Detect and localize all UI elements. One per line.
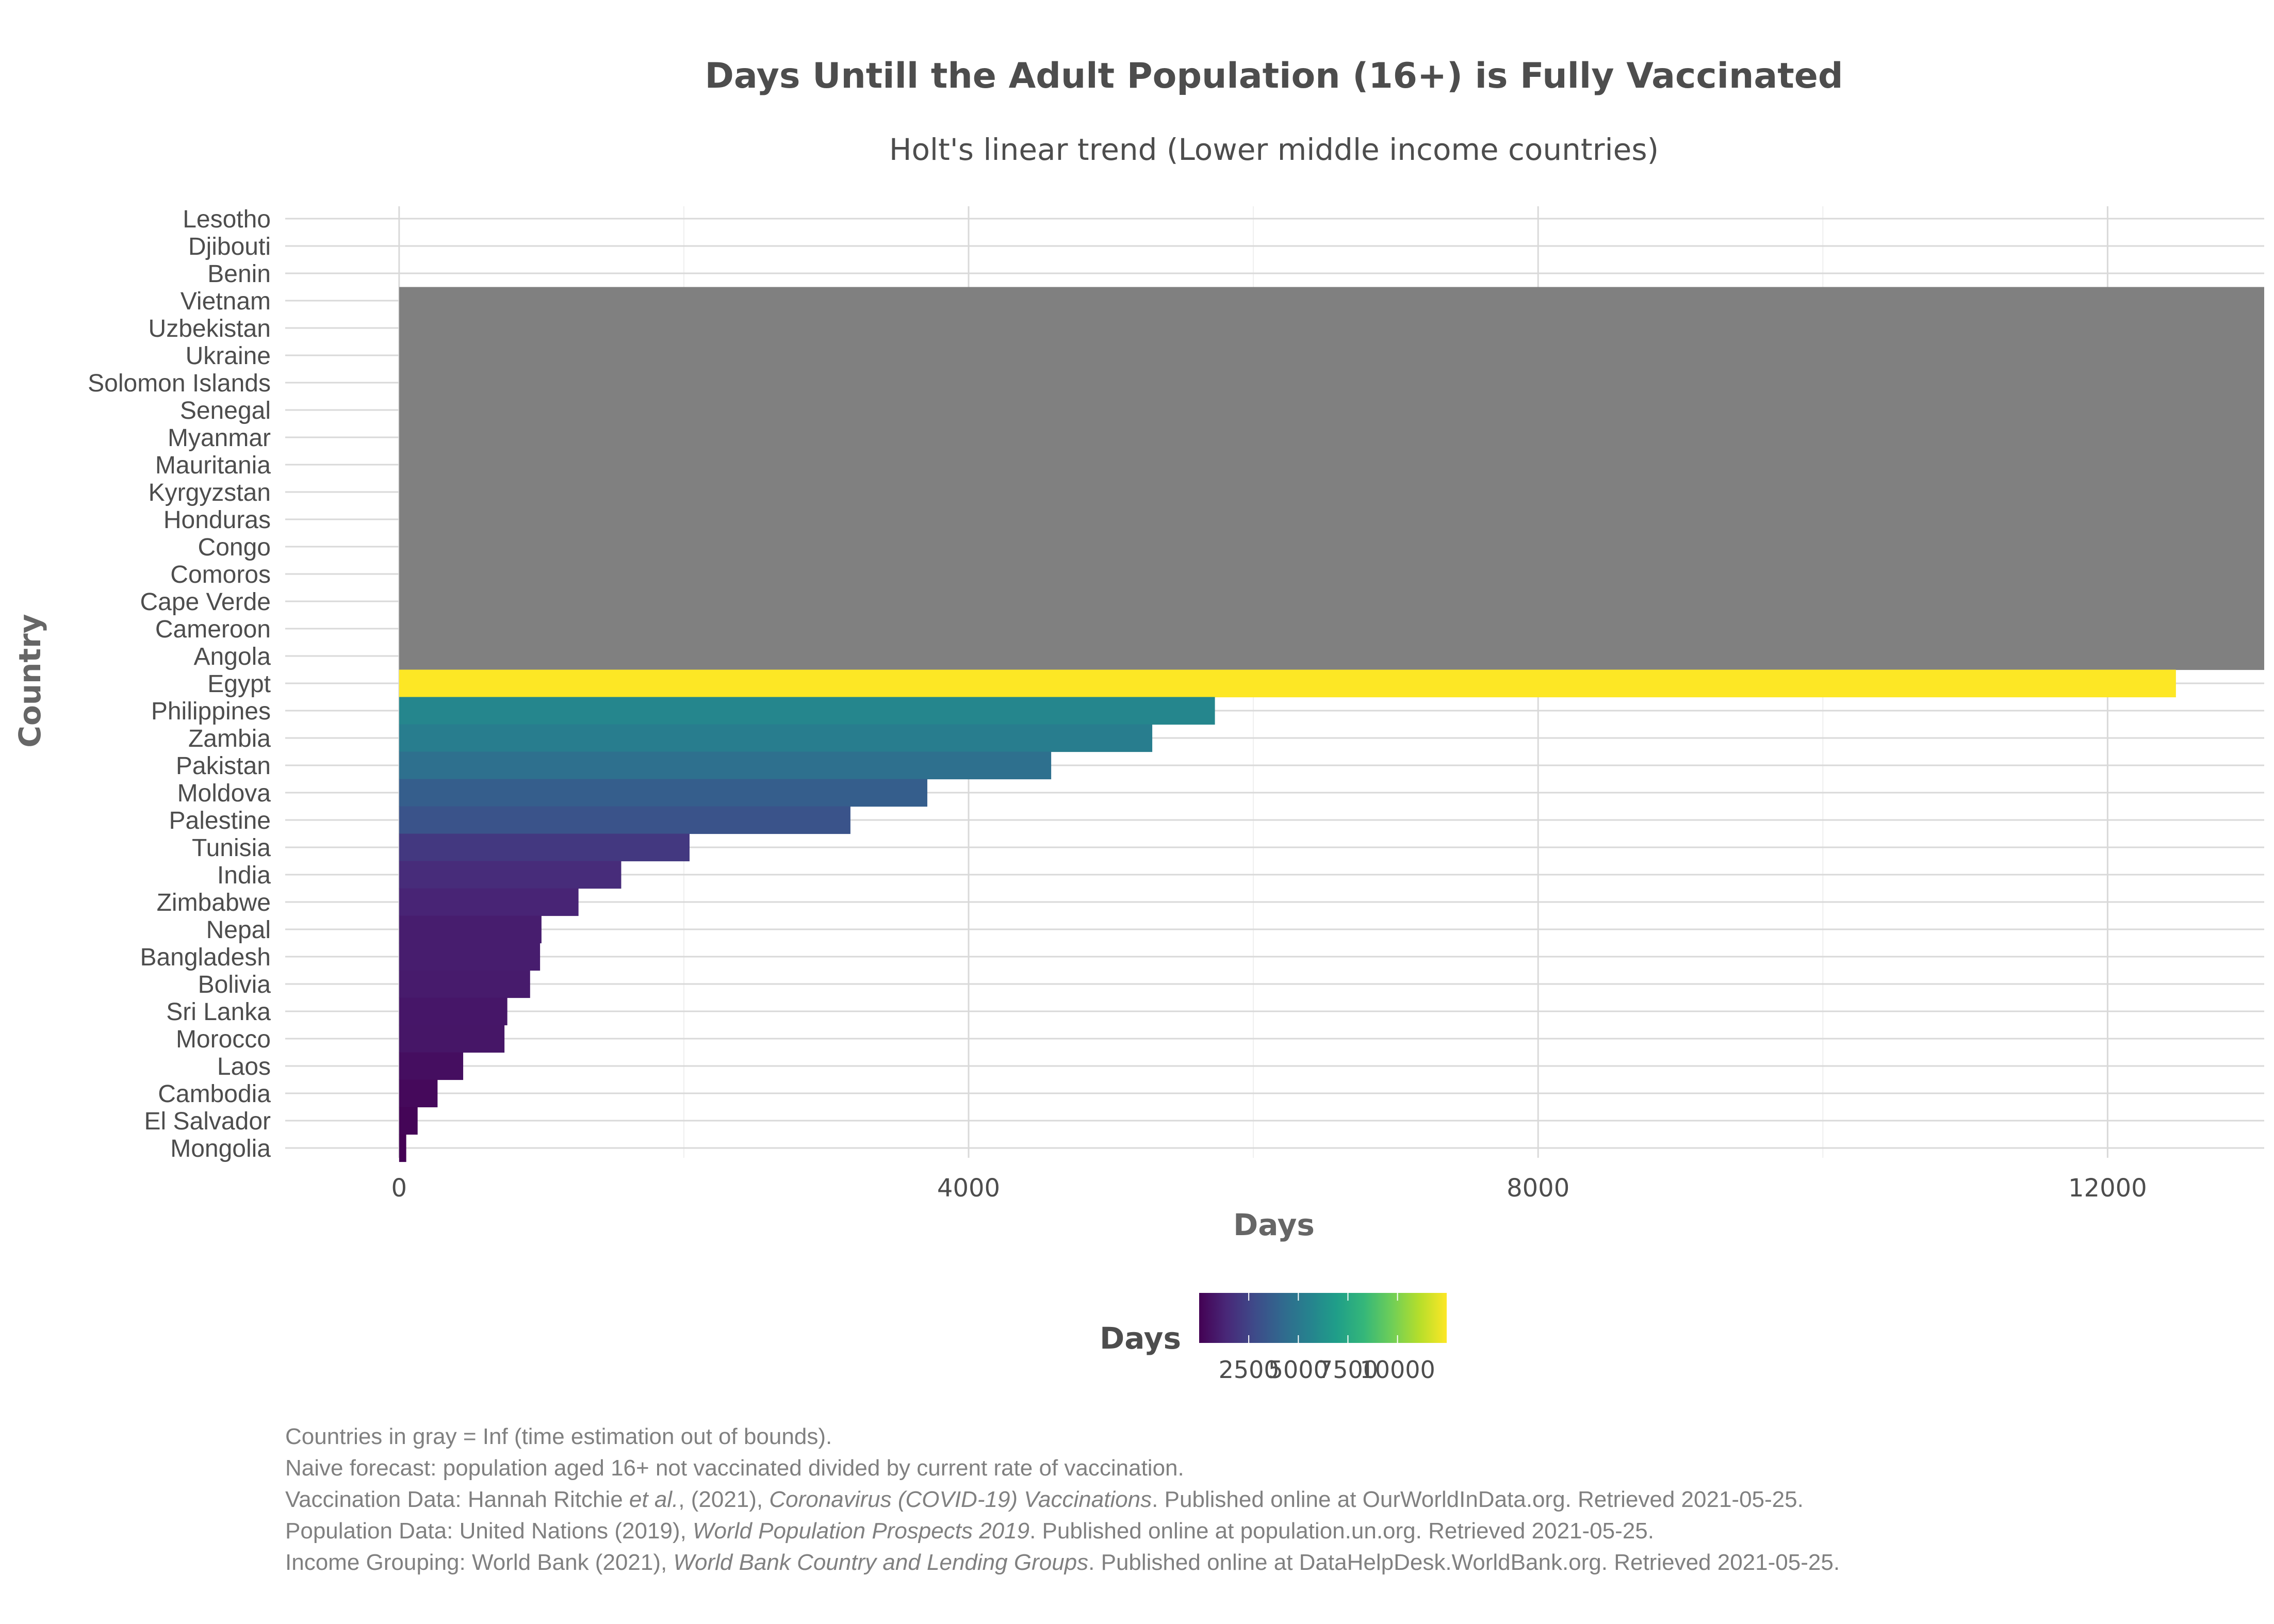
y-tick-label: Bangladesh <box>140 944 271 971</box>
y-tick-label: Djibouti <box>188 233 271 260</box>
y-tick-label: Philippines <box>151 698 271 725</box>
x-tick-label: 12000 <box>2068 1174 2147 1203</box>
bar-bangladesh <box>399 943 541 971</box>
y-tick-labels: LesothoDjiboutiBeninVietnamUzbekistanUkr… <box>88 206 271 1162</box>
legend-tick-label: 2500 <box>1219 1356 1279 1384</box>
caption: Countries in gray = Inf (time estimation… <box>285 1421 2245 1578</box>
y-tick-label: Senegal <box>180 397 271 424</box>
legend-tick-label: 10000 <box>1360 1356 1435 1384</box>
y-tick-label: Angola <box>194 643 271 670</box>
y-tick-label: Comoros <box>170 561 271 588</box>
bar-cameroon <box>399 615 2265 643</box>
bar-bolivia <box>399 970 530 998</box>
bar-laos <box>399 1052 464 1080</box>
y-tick-label: Mauritania <box>155 452 271 479</box>
bar-pakistan <box>399 751 1052 780</box>
chart-subtitle: Holt's linear trend (Lower middle income… <box>889 132 1659 167</box>
caption-line-inf: Countries in gray = Inf (time estimation… <box>285 1424 832 1449</box>
legend-colorbar <box>1199 1293 1447 1343</box>
bar-myanmar <box>399 423 2265 452</box>
bar-egypt <box>399 669 2176 698</box>
y-tick-label: Moldova <box>177 780 271 807</box>
y-tick-label: Sri Lanka <box>166 998 271 1026</box>
bar-vietnam <box>399 287 2265 315</box>
bar-cambodia <box>399 1079 438 1108</box>
x-axis-title: Days <box>1233 1207 1315 1242</box>
y-tick-label: Kyrgyzstan <box>149 479 271 506</box>
bar-nepal <box>399 915 542 944</box>
y-tick-label: Myanmar <box>168 424 271 452</box>
y-tick-label: El Salvador <box>144 1108 271 1135</box>
y-tick-label: Egypt <box>207 670 271 698</box>
y-tick-label: Honduras <box>163 506 271 534</box>
bar-mongolia <box>399 1134 406 1162</box>
bar-zambia <box>399 724 1153 752</box>
x-tick-label: 0 <box>391 1174 407 1203</box>
bar-palestine <box>399 806 850 834</box>
caption-line-vaccination-source: Vaccination Data: Hannah Ritchie et al.,… <box>285 1487 1804 1512</box>
bar-honduras <box>399 505 2265 534</box>
legend-tick-label: 5000 <box>1268 1356 1329 1384</box>
y-tick-label: Palestine <box>169 807 271 834</box>
y-tick-label: Morocco <box>176 1026 271 1053</box>
x-tick-label: 4000 <box>937 1174 1000 1203</box>
y-axis-title: Country <box>12 614 47 747</box>
bar-philippines <box>399 697 1215 725</box>
y-tick-label: Tunisia <box>192 834 271 862</box>
chart-title: Days Untill the Adult Population (16+) i… <box>705 56 1843 96</box>
bar-ukraine <box>399 341 2265 370</box>
bar-tunisia <box>399 833 690 862</box>
y-tick-label: Benin <box>207 260 271 288</box>
caption-line-population-source: Population Data: United Nations (2019), … <box>285 1518 1654 1544</box>
bar-zimbabwe <box>399 888 579 916</box>
y-tick-label: Lesotho <box>183 206 271 233</box>
y-tick-label: Cameroon <box>155 616 271 643</box>
bars <box>399 287 2265 1162</box>
x-tick-labels: 0 4000 8000 12000 <box>391 1174 2147 1203</box>
caption-line-income-source: Income Grouping: World Bank (2021), Worl… <box>285 1550 1840 1575</box>
bar-el-salvador <box>399 1107 418 1135</box>
y-tick-label: Laos <box>217 1053 271 1080</box>
bar-mauritania <box>399 451 2265 479</box>
y-tick-label: Ukraine <box>186 342 271 370</box>
bar-india <box>399 861 621 889</box>
x-tick-label: 8000 <box>1507 1174 1569 1203</box>
y-tick-label: Cape Verde <box>140 588 271 616</box>
legend-title: Days <box>1100 1321 1181 1356</box>
y-tick-label: Nepal <box>206 916 271 944</box>
y-tick-label: Zambia <box>188 725 271 752</box>
bar-cape-verde <box>399 587 2265 616</box>
bar-uzbekistan <box>399 314 2265 342</box>
y-tick-label: Zimbabwe <box>157 889 271 916</box>
y-tick-label: Cambodia <box>158 1080 271 1108</box>
bar-solomon-islands <box>399 369 2265 397</box>
bar-congo <box>399 533 2265 561</box>
caption-line-forecast: Naive forecast: population aged 16+ not … <box>285 1455 1184 1481</box>
y-tick-label: Uzbekistan <box>149 315 271 342</box>
y-tick-label: Pakistan <box>176 752 271 780</box>
bar-angola <box>399 642 2265 670</box>
y-tick-label: Bolivia <box>198 971 271 998</box>
bar-kyrgyzstan <box>399 478 2265 506</box>
bar-senegal <box>399 396 2265 424</box>
y-tick-label: Mongolia <box>170 1135 271 1162</box>
y-tick-label: India <box>217 862 271 889</box>
bar-sri-lanka <box>399 997 508 1026</box>
bar-comoros <box>399 560 2265 588</box>
y-tick-label: Vietnam <box>181 288 271 315</box>
bar-moldova <box>399 779 927 807</box>
y-tick-label: Solomon Islands <box>88 370 271 397</box>
bar-morocco <box>399 1025 505 1053</box>
y-tick-label: Congo <box>198 534 271 561</box>
legend-tick-label: 7500 <box>1318 1356 1378 1384</box>
